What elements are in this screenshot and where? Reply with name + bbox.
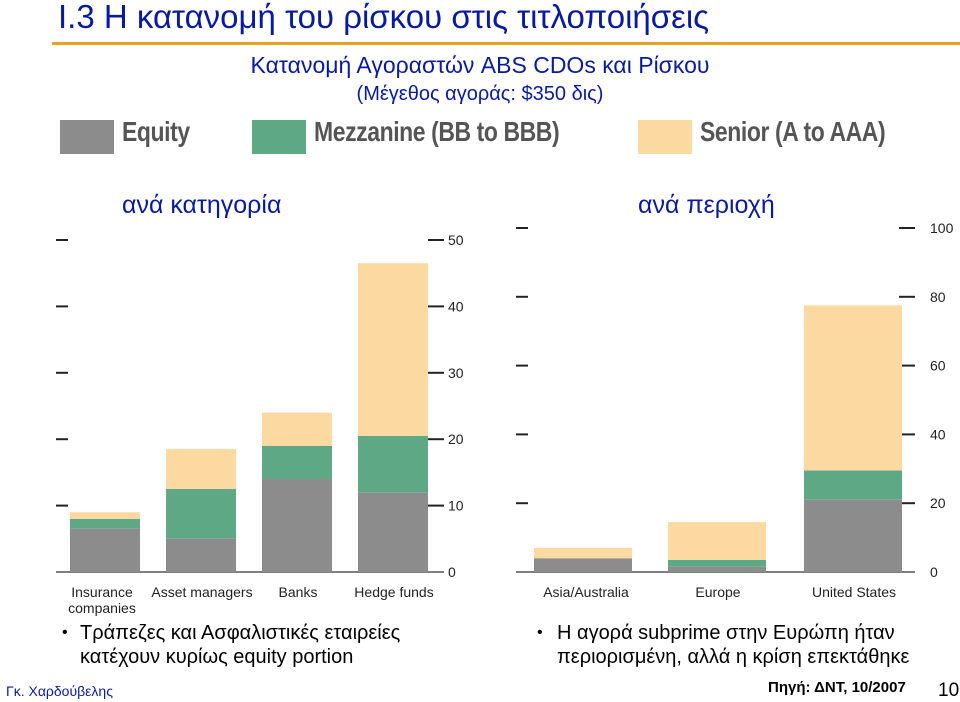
- chart-0-bar-3-series-1: [358, 435, 428, 493]
- chart-0-tick-label-4: 40: [448, 298, 464, 314]
- bullet-1-line-2: κατέχουν κυρίως equity portion: [80, 646, 354, 668]
- chart-0-tick-label-5: 50: [448, 232, 464, 248]
- panel-title-category: ανά κατηγορία: [122, 191, 282, 219]
- chart-0-bar-0-series-2: [70, 512, 140, 519]
- chart-0-bar-2-series-0: [262, 479, 332, 572]
- legend-label-mezzanine: Mezzanine (BB to BBB): [314, 116, 560, 147]
- chart-1-bar-1-series-0: [668, 566, 766, 572]
- panel-title-region: ανά περιοχή: [638, 191, 775, 219]
- chart-0-bar-1-series-2: [166, 449, 236, 489]
- chart-0-bar-3-series-0: [358, 492, 428, 572]
- chart-1-category-label-0: Asia/Australia: [543, 584, 629, 600]
- bullet-marker-1: •: [62, 624, 68, 641]
- chart-0-tick-label-2: 20: [448, 431, 464, 447]
- page-number: 10: [938, 680, 960, 701]
- chart-0-category-label-1: Asset managers: [151, 584, 252, 600]
- chart-1-tick-label-0: 0: [930, 564, 938, 580]
- chart-0-bar-0-series-1: [70, 518, 140, 529]
- bullet-2: Η αγορά subprime στην Ευρώπη ήταν περιορ…: [557, 621, 909, 669]
- chart-1-bar-2-series-2: [804, 305, 902, 471]
- chart-1-tick-label-5: 100: [930, 220, 954, 236]
- chart-1-category-label-2: United States: [812, 584, 896, 600]
- bullet-marker-2: •: [537, 624, 543, 641]
- bullet-2-line-2: περιορισμένη, αλλά η κρίση επεκτάθηκε: [557, 646, 910, 668]
- chart-1-bar-0-series-2: [534, 547, 632, 559]
- bullet-1-line-1: Τράπεζες και Ασφαλιστικές εταιρείες: [80, 622, 401, 644]
- source: Πηγή: ΔΝΤ, 10/2007: [768, 679, 906, 696]
- chart-0-tick-label-1: 10: [448, 498, 464, 514]
- legend-swatch-senior: [638, 120, 692, 154]
- chart-0-bar-1-series-0: [166, 538, 236, 572]
- author: Γκ. Χαρδούβελης: [6, 683, 113, 699]
- bullet-1: Τράπεζες και Ασφαλιστικές εταιρείες κατέ…: [80, 621, 400, 669]
- legend-label-senior: Senior (A to AAA): [700, 116, 886, 147]
- chart-1-bar-1-series-1: [668, 559, 766, 567]
- slide-title: I.3 Η κατανομή του ρίσκου στις τιτλοποιή…: [58, 0, 710, 35]
- chart-0-category-label-0-line-1: companies: [68, 600, 136, 616]
- bullet-2-line-1: Η αγορά subprime στην Ευρώπη ήταν: [557, 622, 895, 644]
- chart-1-bar-2-series-1: [804, 470, 902, 500]
- title-underline: [52, 42, 960, 45]
- legend-swatch-equity: [60, 120, 114, 154]
- chart-1-bar-2-series-0: [804, 499, 902, 572]
- chart-subtitle: Κατανομή Αγοραστών ABS CDOs και Ρίσκου: [250, 52, 710, 78]
- chart-1-category-label-1: Europe: [695, 584, 740, 600]
- legend-label-equity: Equity: [122, 116, 190, 147]
- chart-0-bar-3-series-2: [358, 263, 428, 436]
- chart-0-category-label-3: Hedge funds: [354, 584, 433, 600]
- chart-0-tick-label-3: 30: [448, 365, 464, 381]
- chart-1-tick-label-1: 20: [930, 495, 946, 511]
- chart-0-bar-2-series-1: [262, 445, 332, 480]
- chart-1-tick-label-2: 40: [930, 426, 946, 442]
- chart-1-bar-0-series-0: [534, 558, 632, 572]
- chart-0-bar-1-series-1: [166, 489, 236, 539]
- chart-0-bar-0-series-0: [70, 528, 140, 572]
- chart-1-tick-label-3: 60: [930, 358, 946, 374]
- chart-0-bar-2-series-2: [262, 412, 332, 446]
- chart-0-category-label-2: Banks: [279, 584, 318, 600]
- chart-1-tick-label-4: 80: [930, 289, 946, 305]
- legend-swatch-mezzanine: [252, 120, 306, 154]
- chart-1-bar-1-series-2: [668, 522, 766, 560]
- chart-0-category-label-0-line-0: Insurance: [71, 584, 133, 600]
- chart-0-tick-label-0: 0: [448, 564, 456, 580]
- market-size-note: (Μέγεθος αγοράς: $350 δις): [356, 83, 604, 105]
